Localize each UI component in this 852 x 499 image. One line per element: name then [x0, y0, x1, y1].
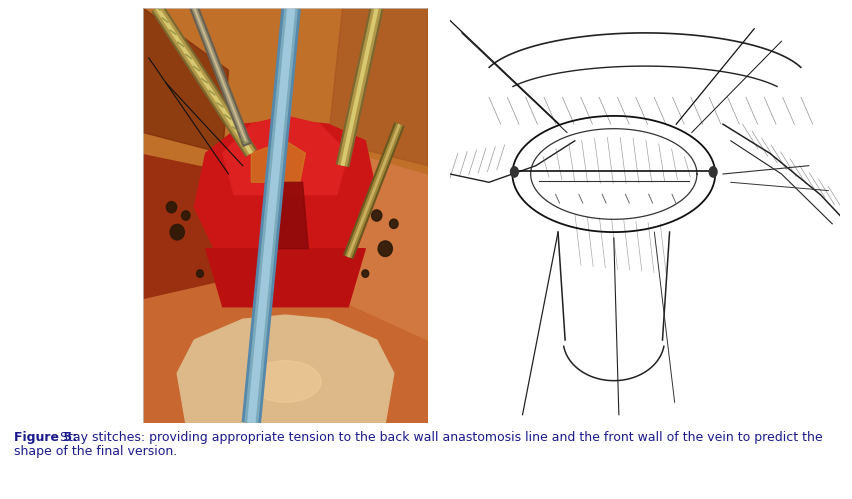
- Ellipse shape: [181, 211, 190, 220]
- Polygon shape: [328, 8, 428, 166]
- Text: Figure 5:: Figure 5:: [14, 431, 77, 444]
- Polygon shape: [328, 112, 428, 340]
- Bar: [143, 8, 428, 195]
- Ellipse shape: [170, 225, 184, 240]
- Ellipse shape: [510, 167, 518, 177]
- Polygon shape: [177, 315, 394, 423]
- Polygon shape: [251, 141, 305, 182]
- Ellipse shape: [709, 167, 717, 177]
- Ellipse shape: [371, 210, 382, 221]
- Polygon shape: [143, 8, 428, 174]
- Polygon shape: [222, 116, 348, 195]
- Ellipse shape: [389, 219, 398, 229]
- Polygon shape: [143, 112, 243, 298]
- Text: shape of the final version.: shape of the final version.: [14, 445, 177, 458]
- Ellipse shape: [361, 270, 368, 277]
- Text: Stay stitches: providing appropriate tension to the back wall anastomosis line a: Stay stitches: providing appropriate ten…: [60, 431, 821, 444]
- Polygon shape: [194, 120, 377, 249]
- Ellipse shape: [377, 241, 392, 256]
- Polygon shape: [143, 8, 228, 153]
- Polygon shape: [262, 182, 308, 249]
- Ellipse shape: [166, 202, 176, 213]
- Polygon shape: [205, 249, 365, 307]
- Ellipse shape: [250, 361, 320, 402]
- Bar: [143, 195, 428, 423]
- Ellipse shape: [196, 270, 203, 277]
